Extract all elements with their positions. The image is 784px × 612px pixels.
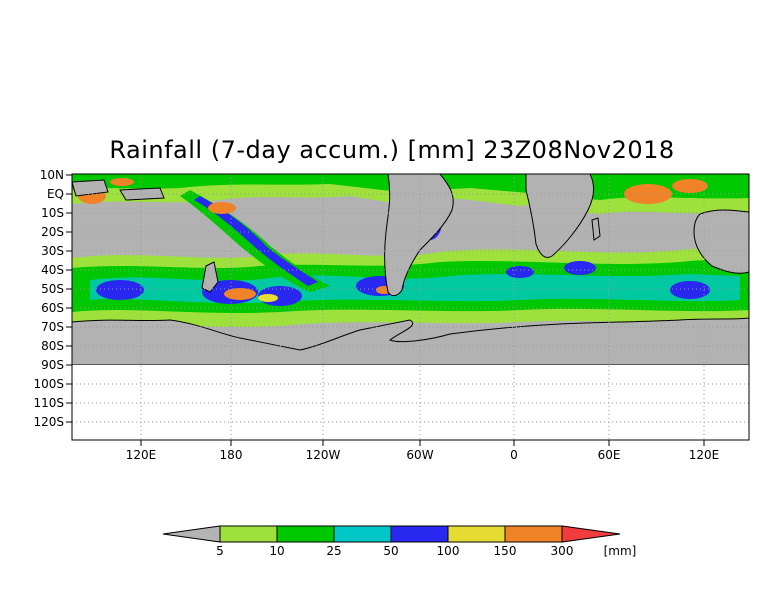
lat-label: 60S xyxy=(41,301,64,315)
colorbar-level: 5 xyxy=(216,544,224,558)
map-title: Rainfall (7-day accum.) [mm] 23Z08Nov201… xyxy=(109,136,675,164)
new-guinea xyxy=(119,187,165,201)
colorbar-labels: 5 10 25 50 100 150 300 [mm] xyxy=(216,544,636,558)
lat-label: 70S xyxy=(41,320,64,334)
rain-heavy xyxy=(672,179,708,193)
colorbar xyxy=(162,525,621,543)
lat-label: 90S xyxy=(41,358,64,372)
lon-label: 60W xyxy=(406,448,433,462)
lat-label: 120S xyxy=(33,415,64,429)
rain-blob xyxy=(96,280,144,300)
antarctica xyxy=(72,317,749,365)
lat-label: 10N xyxy=(40,168,64,182)
lat-axis: 10N EQ 10S 20S 30S 40S 50S 60S 70S 80S 9… xyxy=(33,168,72,429)
rain-heavy xyxy=(110,178,134,186)
africa xyxy=(525,174,595,258)
rain-blob xyxy=(506,266,534,278)
lat-label: 50S xyxy=(41,282,64,296)
colorbar-segment xyxy=(390,525,449,543)
new-zealand xyxy=(201,261,219,293)
plot-frame xyxy=(71,173,750,441)
rain-heavy xyxy=(224,288,256,300)
lon-label: 180 xyxy=(220,448,243,462)
lat-label: 30S xyxy=(41,244,64,258)
lat-label: 80S xyxy=(41,339,64,353)
colorbar-level: 300 xyxy=(551,544,574,558)
lat-label: EQ xyxy=(47,187,64,201)
coastlines xyxy=(72,174,749,365)
rain-blob xyxy=(670,281,710,299)
colorbar-unit: [mm] xyxy=(604,544,637,558)
lat-label: 110S xyxy=(33,396,64,410)
colorbar-level: 50 xyxy=(383,544,398,558)
lon-label: 120E xyxy=(689,448,720,462)
rain-heavy xyxy=(208,202,236,214)
colorbar-segment xyxy=(219,525,278,543)
rain-band-spcz-core xyxy=(194,196,318,286)
colorbar-level: 25 xyxy=(326,544,341,558)
madagascar xyxy=(591,217,601,241)
lat-label: 100S xyxy=(33,377,64,391)
lon-label: 0 xyxy=(510,448,518,462)
gridlines xyxy=(72,174,749,440)
lon-axis: 120E 180 120W 60W 0 60E 120E xyxy=(126,440,720,462)
lon-label: 120E xyxy=(126,448,157,462)
colorbar-low-triangle xyxy=(162,525,221,543)
rain-blob xyxy=(564,261,596,275)
lon-label: 120W xyxy=(306,448,341,462)
colorbar-segment xyxy=(447,525,506,543)
lon-label: 60E xyxy=(598,448,621,462)
colorbar-segment xyxy=(333,525,392,543)
colorbar-level: 100 xyxy=(437,544,460,558)
south-america xyxy=(384,174,454,297)
indonesia xyxy=(72,179,109,197)
lat-label: 40S xyxy=(41,263,64,277)
colorbar-level: 150 xyxy=(494,544,517,558)
australia xyxy=(693,209,749,274)
rain-heavy xyxy=(258,294,278,302)
lat-label: 20S xyxy=(41,225,64,239)
colorbar-segment xyxy=(504,525,563,543)
colorbar-segment xyxy=(276,525,335,543)
colorbar-level: 10 xyxy=(269,544,284,558)
lat-label: 10S xyxy=(41,206,64,220)
colorbar-high-triangle xyxy=(561,525,621,543)
